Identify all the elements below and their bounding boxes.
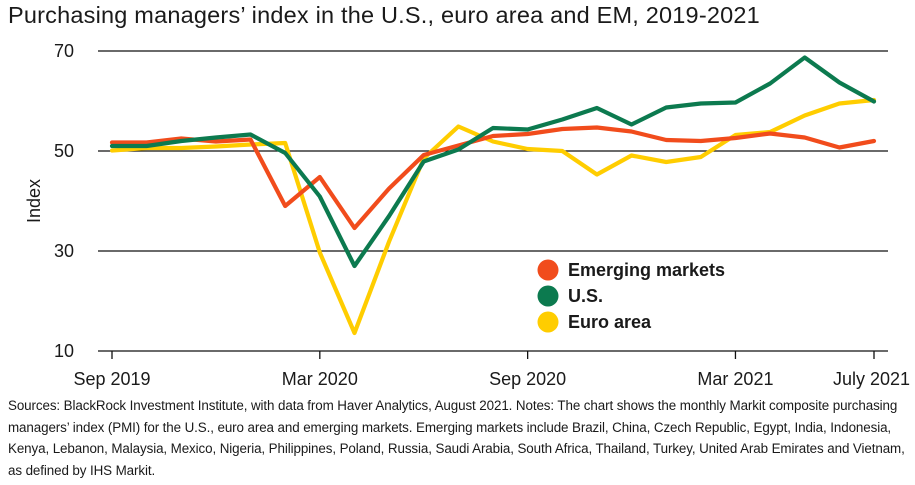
legend-marker-u-s [537,285,559,307]
chart-title: Purchasing managers’ index in the U.S., … [8,2,760,28]
gridlines [98,50,888,252]
y-tick-label-30: 30 [54,241,74,261]
x-tick-label-1: Mar 2020 [282,369,358,389]
x-tick-label-0: Sep 2019 [73,369,150,389]
legend-label-euro-area: Euro area [568,312,652,332]
y-tick-label-70: 70 [54,41,74,61]
series-line-u-s [109,55,877,269]
legend-marker-euro-area [537,311,559,333]
y-tick-label-10: 10 [54,341,74,361]
y-axis-label: Index [24,179,44,223]
y-axis-ticks: 10 30 50 70 [54,41,74,361]
legend-marker-emerging-markets [537,259,559,281]
y-tick-label-50: 50 [54,141,74,161]
x-tick-label-4: July 2021 [833,369,910,389]
series-line-euro-area [109,97,877,336]
series-lines [109,55,877,336]
x-tick-label-2: Sep 2020 [489,369,566,389]
x-axis: Sep 2019 Mar 2020 Sep 2020 Mar 2021 July 202… [73,350,910,389]
x-tick-label-3: Mar 2021 [697,369,773,389]
legend: Emerging markets U.S. Euro area [537,259,725,333]
line-chart: 10 30 50 70 Index Sep 2019 Mar 2020 Sep 2020 M… [24,41,910,389]
legend-label-u-s: U.S. [568,286,603,306]
source-notes: Sources: BlackRock Investment Institute,… [8,398,905,478]
legend-label-emerging-markets: Emerging markets [568,260,725,280]
series-line-emerging-markets [109,125,877,231]
